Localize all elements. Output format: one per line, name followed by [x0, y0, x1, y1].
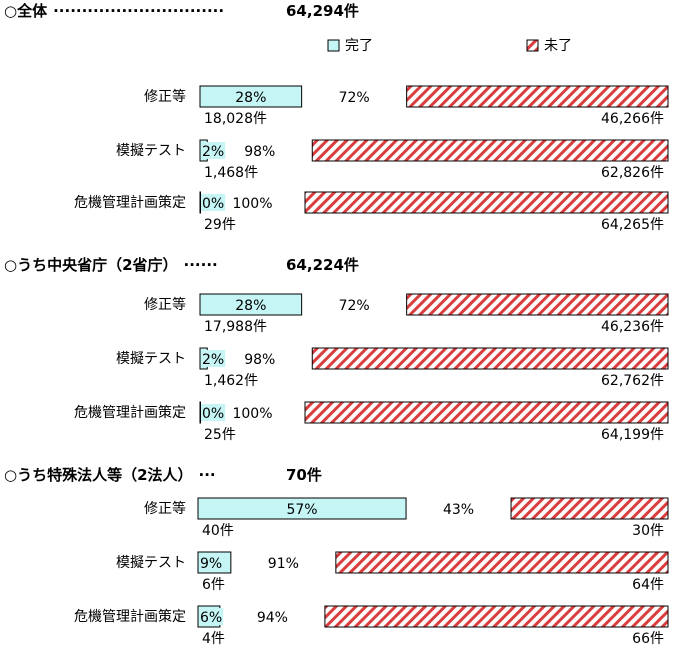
- legend-label: 未了: [544, 38, 572, 54]
- legend-swatch: [526, 39, 539, 52]
- count-done: 25件: [204, 427, 236, 443]
- label-backdrop: [199, 608, 224, 625]
- data-label-done: 57%: [286, 502, 317, 518]
- bar-row: 模擬テスト 2% 98% 1,462件 62,762件: [116, 347, 669, 389]
- data-label-undone: 43%: [443, 502, 474, 518]
- bar-undone: [406, 293, 669, 316]
- panel-title: ○うち中央省庁（2省庁）: [4, 256, 178, 274]
- bar-done: [199, 293, 303, 316]
- label-backdrop: [201, 142, 226, 159]
- bar-row: 模擬テスト 9% 91% 6件 64件: [116, 551, 669, 593]
- bar-undone: [510, 497, 669, 520]
- data-label-done: 28%: [235, 298, 266, 314]
- category-label: 模擬テスト: [116, 555, 186, 571]
- bar-row: 危機管理計画策定 6% 94% 4件 66件: [74, 605, 669, 647]
- data-label-undone: 98%: [244, 352, 275, 368]
- count-done: 1,468件: [204, 165, 258, 181]
- bar-undone: [406, 85, 669, 108]
- data-label-undone: 91%: [268, 556, 299, 572]
- bar-undone: [304, 401, 669, 424]
- count-done: 4件: [202, 631, 225, 647]
- count-undone: 30件: [632, 523, 664, 539]
- category-label: 危機管理計画策定: [74, 194, 186, 211]
- count-undone: 46,236件: [601, 319, 664, 335]
- data-label-done: 9%: [200, 556, 222, 572]
- count-undone: 46,266件: [601, 111, 664, 127]
- panel-total: 64,224件: [286, 256, 359, 274]
- bar-row: 修正等 57% 43% 40件 30件: [144, 497, 669, 539]
- count-done: 18,028件: [204, 111, 267, 127]
- category-label: 修正等: [144, 500, 186, 517]
- data-label-done: 0%: [202, 196, 224, 212]
- panel-title: ○全体: [4, 2, 48, 20]
- data-label-undone: 94%: [257, 610, 288, 626]
- bar-done: [199, 191, 201, 214]
- count-undone: 64,199件: [601, 427, 664, 443]
- category-label: 修正等: [144, 88, 186, 105]
- count-undone: 64件: [632, 577, 664, 593]
- title-leader-dots: ······························: [53, 2, 224, 20]
- bar-row: 危機管理計画策定 0% 100% 29件 64,265件: [74, 191, 669, 233]
- count-done: 17,988件: [204, 319, 267, 335]
- category-label: 危機管理計画策定: [74, 404, 186, 421]
- bar-row: 危機管理計画策定 0% 100% 25件 64,199件: [74, 401, 669, 443]
- count-undone: 62,762件: [601, 373, 664, 389]
- bar-undone: [324, 605, 669, 628]
- count-done: 1,462件: [204, 373, 258, 389]
- panel-total: 70件: [286, 466, 322, 484]
- data-label-undone: 72%: [339, 90, 370, 106]
- title-leader-dots: ···: [199, 466, 216, 484]
- panel-total: 64,294件: [286, 2, 359, 20]
- bar-row: 修正等 28% 72% 18,028件 46,266件: [144, 85, 669, 127]
- category-label: 修正等: [144, 296, 186, 313]
- bar-undone: [311, 139, 669, 162]
- data-label-done: 2%: [202, 144, 224, 160]
- legend: 完了 未了: [327, 38, 572, 54]
- bar-undone: [304, 191, 669, 214]
- data-label-done: 2%: [202, 352, 224, 368]
- panel-1: ○全体 ······························ 64,294件…: [4, 2, 669, 233]
- category-label: 危機管理計画策定: [74, 608, 186, 625]
- data-label-undone: 100%: [232, 196, 272, 212]
- data-label-done: 28%: [235, 90, 266, 106]
- bar-row: 修正等 28% 72% 17,988件 46,236件: [144, 293, 669, 335]
- label-backdrop: [201, 350, 226, 367]
- bar-done: [199, 401, 201, 424]
- bar-done: [197, 497, 407, 520]
- data-label-undone: 100%: [232, 406, 272, 422]
- category-label: 模擬テスト: [116, 351, 186, 367]
- label-backdrop: [201, 194, 226, 211]
- legend-label: 完了: [345, 38, 373, 54]
- data-label-undone: 98%: [244, 144, 275, 160]
- count-done: 29件: [204, 217, 236, 233]
- panel-title: ○うち特殊法人等（2法人）: [4, 466, 193, 484]
- category-label: 模擬テスト: [116, 143, 186, 159]
- chart-panels: ○全体 ······························ 64,294件…: [4, 2, 669, 647]
- data-label-done: 6%: [200, 610, 222, 626]
- legend-item-done: 完了: [327, 38, 373, 54]
- label-backdrop: [199, 554, 224, 571]
- label-backdrop: [201, 404, 226, 421]
- count-undone: 62,826件: [601, 165, 664, 181]
- legend-item-undone: 未了: [526, 38, 572, 54]
- count-done: 6件: [202, 577, 225, 593]
- count-undone: 66件: [632, 631, 664, 647]
- data-label-done: 0%: [202, 406, 224, 422]
- data-label-undone: 72%: [339, 298, 370, 314]
- legend-swatch: [327, 39, 340, 52]
- bar-undone: [311, 347, 669, 370]
- title-leader-dots: ······: [184, 256, 218, 274]
- count-done: 40件: [202, 523, 234, 539]
- bar-done: [199, 85, 303, 108]
- count-undone: 64,265件: [601, 217, 664, 233]
- bar-row: 模擬テスト 2% 98% 1,468件 62,826件: [116, 139, 669, 181]
- bar-undone: [335, 551, 669, 574]
